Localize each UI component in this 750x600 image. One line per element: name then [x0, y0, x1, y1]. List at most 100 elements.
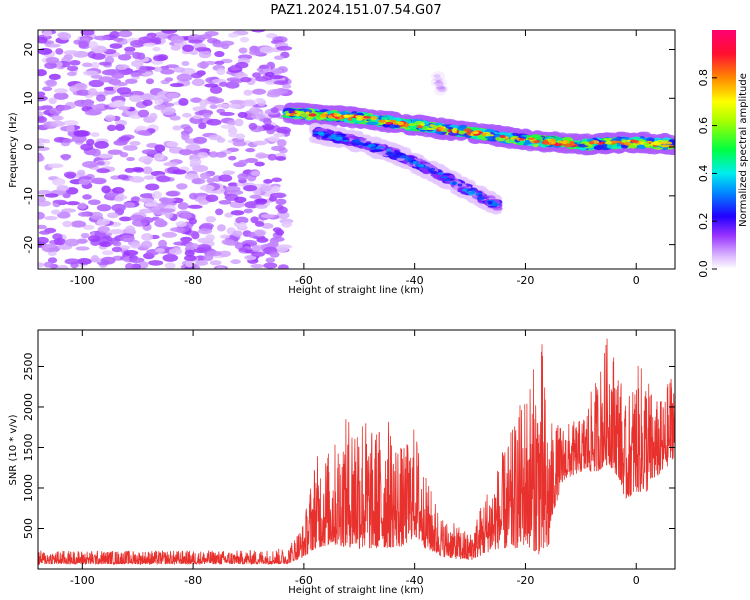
- heatmap-cell: [178, 98, 189, 106]
- heatmap-cell: [267, 153, 277, 161]
- heatmap-cell: [111, 246, 123, 253]
- heatmap-cell: [214, 60, 225, 65]
- heatmap-cell: [38, 116, 48, 124]
- heatmap-cell: [176, 73, 193, 82]
- heatmap-cell: [38, 142, 45, 147]
- heatmap-cell: [176, 183, 188, 190]
- heatmap-cell: [69, 59, 81, 66]
- heatmap-cell: [90, 148, 101, 157]
- heatmap-cell: [200, 184, 215, 192]
- x-tick-label: -100: [70, 274, 95, 287]
- heatmap-cell: [265, 257, 276, 263]
- heatmap-cell: [527, 137, 536, 141]
- heatmap-cell: [251, 113, 266, 120]
- heatmap-cell: [457, 183, 463, 187]
- heatmap-cell: [208, 151, 219, 158]
- heatmap-cell: [398, 156, 407, 159]
- heatmap-cell: [158, 239, 168, 248]
- heatmap-cell: [202, 254, 214, 262]
- heatmap-cell: [189, 97, 203, 103]
- heatmap-cell: [155, 218, 165, 225]
- heatmap-cell: [198, 50, 212, 59]
- heatmap-cell: [51, 209, 61, 215]
- heatmap-cell: [415, 163, 421, 166]
- heatmap-cell: [237, 173, 248, 181]
- y-tick-label: -10: [22, 187, 35, 205]
- heatmap-cell: [151, 190, 162, 199]
- heatmap-cell: [62, 220, 73, 228]
- heatmap-cell: [98, 76, 114, 83]
- heatmap-cell: [232, 230, 243, 237]
- heatmap-cell: [285, 113, 291, 116]
- heatmap-cell: [215, 208, 224, 216]
- heatmap-cell: [250, 216, 259, 224]
- heatmap-cell: [218, 199, 232, 205]
- heatmap-ylabel: Frequency (Hz): [8, 112, 19, 188]
- heatmap-cell: [152, 55, 167, 62]
- heatmap-cell: [272, 88, 288, 95]
- heatmap-cell: [45, 43, 61, 48]
- heatmap-cell: [451, 181, 457, 186]
- heatmap-cell: [153, 66, 163, 72]
- heatmap-cell: [95, 94, 106, 102]
- heatmap-cell: [660, 144, 670, 148]
- heatmap-cell: [38, 36, 48, 44]
- heatmap-cell: [393, 153, 399, 158]
- heatmap-cell: [61, 154, 70, 161]
- heatmap-cell: [144, 202, 157, 207]
- heatmap-cell: [42, 30, 53, 37]
- heatmap-cell: [189, 50, 198, 56]
- heatmap-cell: [124, 225, 136, 234]
- heatmap-cell: [487, 201, 493, 205]
- heatmap-cell: [245, 148, 256, 153]
- heatmap-cell: [407, 123, 417, 127]
- heatmap-cell: [53, 92, 69, 100]
- heatmap-cell: [493, 134, 502, 138]
- heatmap-cell: [190, 72, 203, 79]
- heatmap-cell: [76, 258, 92, 265]
- heatmap-cell: [254, 229, 266, 237]
- snr-x-ticks: -100 -80 -60 -40 -20 0: [70, 330, 640, 587]
- heatmap-cell: [404, 123, 409, 128]
- heatmap-cell: [407, 157, 413, 162]
- heatmap-cell: [42, 86, 53, 92]
- heatmap-cell: [183, 126, 193, 135]
- heatmap-cell: [248, 122, 258, 130]
- heatmap-cell: [447, 129, 452, 133]
- heatmap-cell: [312, 131, 319, 134]
- heatmap-cell: [206, 118, 222, 126]
- heatmap-cell: [629, 139, 637, 143]
- heatmap-cell: [334, 116, 340, 119]
- x-tick-label: -100: [70, 574, 95, 587]
- heatmap-cell: [493, 203, 502, 206]
- heatmap-cell: [205, 194, 219, 202]
- y-tick-label: -20: [22, 236, 35, 254]
- heatmap-cell: [588, 141, 594, 145]
- heatmap-cell: [91, 177, 107, 185]
- heatmap-cell: [76, 169, 86, 176]
- heatmap-cell: [106, 124, 117, 132]
- spectral-heatmap: [38, 30, 675, 269]
- heatmap-cell: [177, 202, 189, 210]
- heatmap-cell: [84, 110, 101, 116]
- heatmap-cell: [198, 122, 207, 130]
- heatmap-cell: [96, 218, 110, 226]
- heatmap-cell: [249, 194, 262, 199]
- heatmap-cell: [195, 260, 209, 266]
- heatmap-cell: [170, 227, 185, 232]
- heatmap-cell: [173, 66, 185, 73]
- heatmap-cell: [80, 143, 94, 151]
- heatmap-cell: [130, 71, 141, 78]
- y-tick-label: 2500: [22, 352, 35, 380]
- heatmap-cell: [131, 60, 144, 68]
- heatmap-cell: [129, 90, 145, 97]
- heatmap-cell: [230, 79, 244, 84]
- heatmap-cell: [191, 78, 205, 87]
- heatmap-cell: [254, 161, 265, 167]
- heatmap-cell: [251, 88, 267, 95]
- heatmap-cell: [149, 112, 158, 121]
- heatmap-cell: [224, 212, 234, 218]
- heatmap-cell: [96, 204, 112, 212]
- heatmap-cell: [362, 143, 369, 146]
